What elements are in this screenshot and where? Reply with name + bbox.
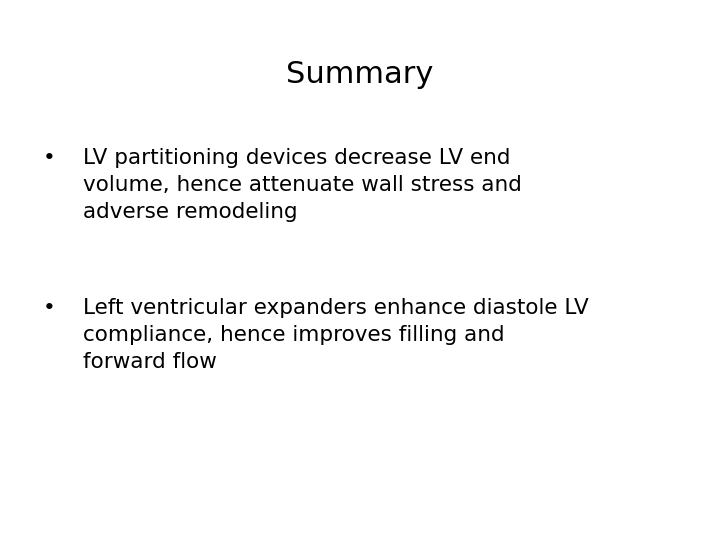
Text: Left ventricular expanders enhance diastole LV
compliance, hence improves fillin: Left ventricular expanders enhance diast… <box>83 298 588 373</box>
Text: LV partitioning devices decrease LV end
volume, hence attenuate wall stress and
: LV partitioning devices decrease LV end … <box>83 148 522 222</box>
Text: •: • <box>42 298 55 318</box>
Text: •: • <box>42 148 55 168</box>
Text: Summary: Summary <box>287 60 433 89</box>
